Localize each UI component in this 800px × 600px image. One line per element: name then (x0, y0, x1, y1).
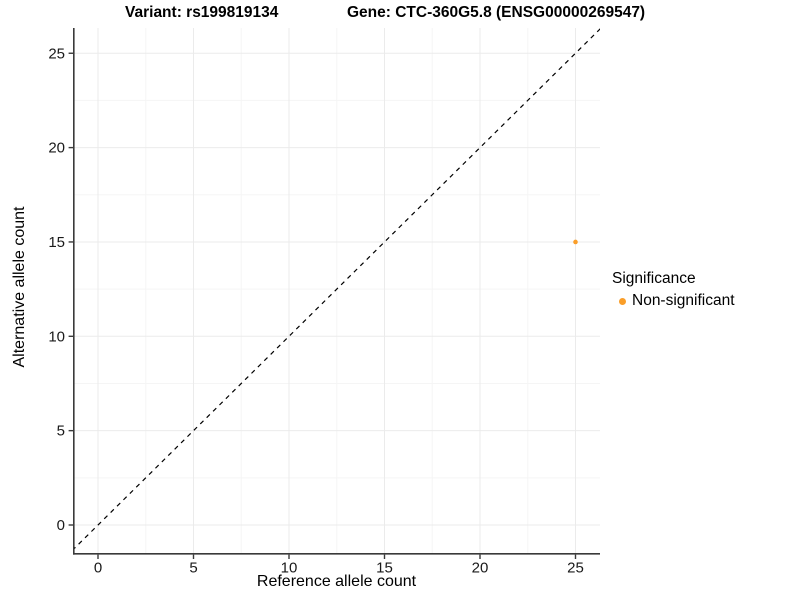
legend-item-label: Non-significant (632, 292, 735, 309)
y-tick-label: 15 (48, 234, 65, 251)
y-tick-label: 25 (48, 45, 65, 62)
x-tick-label: 15 (376, 560, 393, 577)
y-tick-label: 20 (48, 140, 65, 157)
y-tick-label: 10 (48, 328, 65, 345)
x-tick-label: 20 (472, 560, 489, 577)
y-axis-label: Alternative allele count (11, 206, 28, 368)
identity-line (73, 28, 600, 551)
legend-title: Significance (612, 270, 696, 287)
x-tick-label: 25 (567, 560, 584, 577)
variant-title: Variant: rs199819134 (125, 4, 279, 21)
y-tick-label: 5 (57, 423, 65, 440)
legend-items: Non-significant (612, 292, 735, 310)
x-tick-label: 5 (189, 560, 197, 577)
legend-item: Non-significant (612, 292, 735, 310)
data-point (573, 239, 578, 245)
y-tick-label: 0 (57, 517, 65, 534)
x-axis-label: Reference allele count (256, 573, 417, 590)
legend: Significance Non-significant (612, 270, 735, 310)
x-tick-label: 0 (94, 560, 102, 577)
legend-dot-icon (619, 297, 626, 305)
x-tick-label: 10 (281, 560, 298, 577)
gene-title: Gene: CTC-360G5.8 (ENSG00000269547) (347, 4, 646, 21)
